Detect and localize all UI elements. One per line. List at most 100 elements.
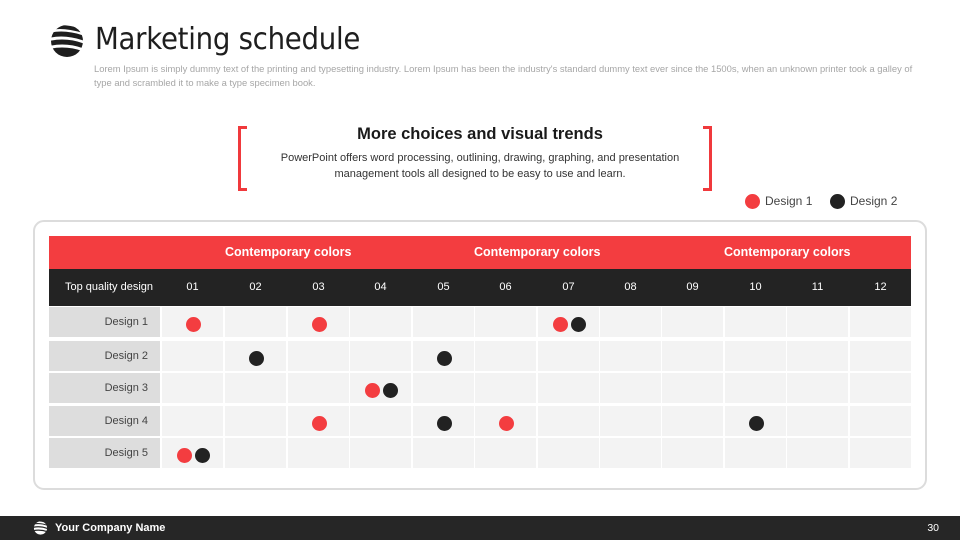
row-label: Design 5: [49, 438, 160, 468]
legend-label: Design 2: [850, 194, 898, 208]
schedule-cell: [288, 438, 349, 468]
column-header: 06: [499, 281, 512, 293]
column-header: 11: [811, 281, 824, 293]
schedule-cell: [662, 341, 723, 371]
schedule-cell: [725, 438, 786, 468]
schedule-cell: [850, 373, 911, 403]
right-bracket: [703, 126, 712, 191]
schedule-cell: [162, 373, 223, 403]
schedule-cell: [225, 406, 286, 436]
schedule-cell: [850, 341, 911, 371]
design-1-marker: [176, 447, 192, 463]
group-header: Contemporary colors: [724, 245, 851, 259]
schedule-cell: [600, 373, 661, 403]
schedule-cell: [725, 341, 786, 371]
schedule-cell: [662, 307, 723, 337]
schedule-cell: [350, 406, 411, 436]
schedule-cell: [475, 373, 536, 403]
schedule-cell: [787, 373, 848, 403]
schedule-frame: [33, 220, 927, 490]
legend-dot-icon: [745, 193, 760, 209]
schedule-cell: [725, 373, 786, 403]
schedule-cell: [475, 341, 536, 371]
schedule-cell: [413, 373, 474, 403]
globe-stripes-icon: [33, 521, 48, 535]
design-1-marker: [552, 316, 568, 332]
schedule-cell: [350, 373, 411, 403]
design-2-marker: [436, 415, 452, 431]
callout-title: More choices and visual trends: [357, 125, 603, 143]
row-label: Design 4: [49, 406, 160, 436]
schedule-cell: [600, 438, 661, 468]
schedule-cell: [850, 307, 911, 337]
page-number: 30: [927, 522, 939, 534]
design-1-marker: [185, 316, 201, 332]
schedule-cell: [350, 307, 411, 337]
schedule-cell: [225, 307, 286, 337]
column-header: 07: [562, 281, 575, 293]
schedule-cell: [538, 307, 599, 337]
column-header-bar: Top quality design 01 02 03 04 05 06 07 08 09 10 1…: [49, 269, 911, 306]
schedule-cell: [662, 373, 723, 403]
schedule-cell: [350, 341, 411, 371]
schedule-cell: [662, 406, 723, 436]
schedule-cell: [288, 341, 349, 371]
globe-stripes-icon: [51, 25, 83, 57]
legend-item-design-1: Design 1: [745, 193, 812, 209]
schedule-cell: [413, 438, 474, 468]
design-2-marker: [194, 447, 210, 463]
design-2-marker: [570, 316, 586, 332]
schedule-cell: [288, 373, 349, 403]
column-header: 09: [686, 281, 699, 293]
group-header-bar: Contemporary colors Contemporary colors …: [49, 236, 911, 269]
schedule-cell: [538, 373, 599, 403]
schedule-cell: [162, 406, 223, 436]
column-header: 03: [312, 281, 325, 293]
column-header: 08: [624, 281, 637, 293]
design-2-marker: [382, 382, 398, 398]
schedule-cell: [475, 438, 536, 468]
design-2-marker: [748, 415, 764, 431]
row-label: Design 2: [49, 341, 160, 371]
schedule-cell: [538, 406, 599, 436]
schedule-cell: [600, 341, 661, 371]
design-1-marker: [311, 316, 327, 332]
column-header: 12: [874, 281, 887, 293]
column-header: 04: [374, 281, 387, 293]
schedule-cell: [787, 406, 848, 436]
schedule-cell: [600, 406, 661, 436]
schedule-cell: [225, 373, 286, 403]
schedule-cell: [787, 438, 848, 468]
group-header: Contemporary colors: [225, 245, 352, 259]
schedule-cell: [787, 307, 848, 337]
schedule-cell: [850, 438, 911, 468]
left-bracket: [238, 126, 247, 191]
row-label: Design 3: [49, 373, 160, 403]
design-2-marker: [436, 350, 452, 366]
schedule-cell: [662, 438, 723, 468]
column-header: 05: [437, 281, 450, 293]
company-name: Your Company Name: [55, 522, 166, 534]
schedule-cell: [162, 341, 223, 371]
legend-item-design-2: Design 2: [830, 193, 897, 209]
row-label: Design 1: [49, 307, 160, 337]
column-header: 10: [749, 281, 762, 293]
schedule-cell: [600, 307, 661, 337]
schedule-cell: [162, 438, 223, 468]
schedule-cell: [350, 438, 411, 468]
design-1-marker: [498, 415, 514, 431]
page-subtitle: Lorem Ipsum is simply dummy text of the …: [94, 63, 913, 88]
corner-label: Top quality design: [64, 281, 154, 293]
schedule-cell: [225, 438, 286, 468]
callout-body: PowerPoint offers word processing, outli…: [280, 152, 680, 180]
design-2-marker: [248, 350, 264, 366]
legend-label: Design 1: [765, 194, 813, 208]
column-header: 01: [186, 281, 199, 293]
schedule-cell: [538, 341, 599, 371]
column-header: 02: [249, 281, 262, 293]
page-title: Marketing schedule: [95, 22, 361, 57]
group-header: Contemporary colors: [474, 245, 601, 259]
schedule-cell: [538, 438, 599, 468]
design-1-marker: [311, 415, 327, 431]
schedule-cell: [475, 307, 536, 337]
